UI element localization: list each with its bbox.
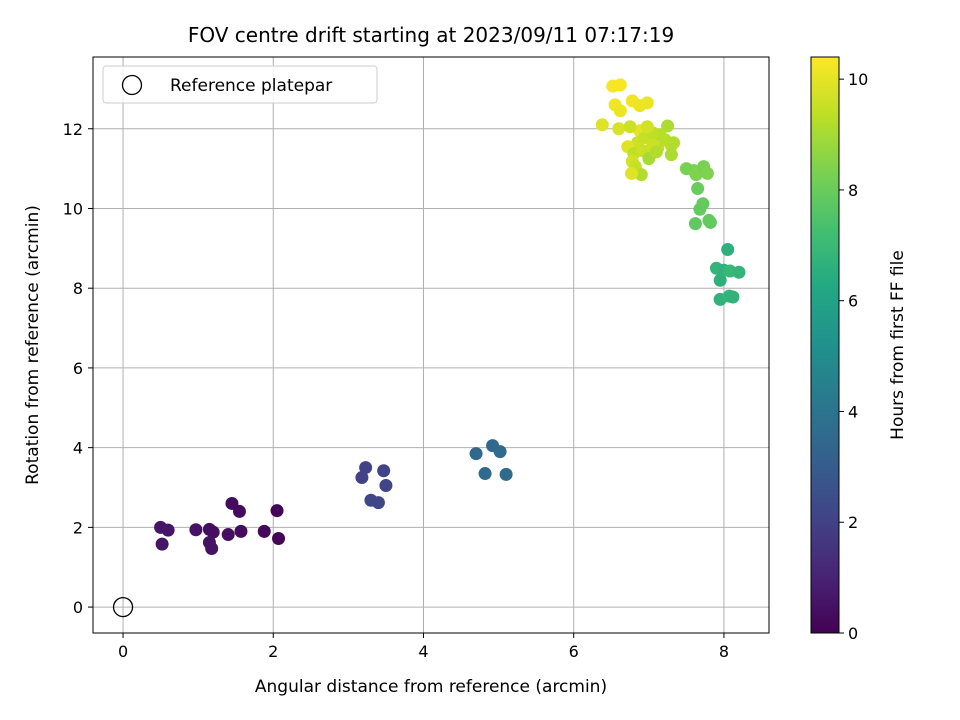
colorbar — [810, 56, 840, 634]
data-point — [355, 471, 369, 485]
data-point — [702, 213, 716, 227]
reference-point — [112, 596, 134, 618]
data-points — [154, 78, 746, 555]
x-tick-label: 8 — [719, 642, 729, 661]
legend-entry-reference-platepar: Reference platepar — [170, 76, 332, 96]
colorbar-label: Hours from first FF file — [888, 250, 908, 440]
data-point — [732, 265, 746, 279]
y-tick-label: 12 — [63, 120, 83, 139]
data-point — [625, 166, 639, 180]
data-point — [377, 464, 391, 478]
data-point — [661, 119, 675, 133]
x-tick-label: 6 — [569, 642, 579, 661]
data-point — [726, 290, 740, 304]
colorbar-tick-label: 4 — [848, 402, 858, 421]
legend-box — [102, 65, 378, 104]
data-point — [469, 447, 483, 461]
legend-open-circle-marker — [121, 74, 143, 96]
data-point — [613, 104, 627, 118]
data-point — [595, 118, 609, 132]
data-point — [612, 122, 626, 136]
plot-frame — [92, 56, 770, 634]
data-point — [667, 136, 681, 150]
data-point — [700, 166, 714, 180]
colorbar-tick-label: 0 — [848, 624, 858, 643]
data-point — [205, 541, 219, 555]
data-point — [206, 525, 220, 539]
data-point — [691, 182, 705, 196]
data-point — [713, 273, 727, 287]
y-tick-label: 10 — [63, 199, 83, 218]
data-point — [613, 78, 627, 92]
x-tick-label: 4 — [418, 642, 428, 661]
data-point — [688, 217, 702, 231]
chart-title: FOV centre drift starting at 2023/09/11 … — [188, 23, 674, 47]
colorbar-tick-label: 8 — [848, 181, 858, 200]
colorbar-tick-label: 10 — [848, 70, 868, 89]
data-point — [359, 461, 373, 475]
data-point — [693, 202, 707, 216]
data-point — [493, 445, 507, 459]
y-axis-ticks: 0 2 4 6 8 10 12 — [63, 120, 93, 617]
colorbar-tick-label: 2 — [848, 513, 858, 532]
data-point — [371, 496, 385, 510]
data-point — [721, 243, 735, 257]
legend: Reference platepar — [102, 65, 378, 104]
data-point — [634, 168, 648, 182]
data-point — [270, 504, 284, 518]
data-point — [664, 148, 678, 162]
reference-platepar-marker — [112, 596, 134, 618]
data-point — [155, 537, 169, 551]
data-point — [221, 528, 235, 542]
y-axis-label: Rotation from reference (arcmin) — [23, 205, 43, 485]
data-point — [234, 524, 248, 538]
colorbar-ticks: 0 2 4 6 8 10 — [839, 70, 868, 643]
y-tick-label: 2 — [73, 518, 83, 537]
data-point — [232, 504, 246, 518]
data-point — [272, 532, 286, 546]
data-point — [623, 120, 637, 134]
x-tick-label: 0 — [118, 642, 128, 661]
data-point — [257, 524, 271, 538]
x-axis-ticks: 0 2 4 6 8 — [118, 633, 729, 661]
y-tick-label: 6 — [73, 359, 83, 378]
y-tick-label: 8 — [73, 279, 83, 298]
data-point — [189, 523, 203, 537]
data-point — [379, 479, 393, 493]
x-axis-label: Angular distance from reference (arcmin) — [255, 677, 607, 697]
colorbar-tick-label: 6 — [848, 292, 858, 311]
data-point — [640, 120, 654, 134]
data-point — [649, 145, 663, 159]
y-tick-label: 0 — [73, 598, 83, 617]
grid-lines — [93, 57, 769, 633]
x-tick-label: 2 — [268, 642, 278, 661]
data-point — [161, 523, 175, 537]
data-point — [640, 96, 654, 110]
data-point — [478, 467, 492, 481]
data-point — [499, 467, 513, 481]
y-tick-label: 4 — [73, 439, 83, 458]
